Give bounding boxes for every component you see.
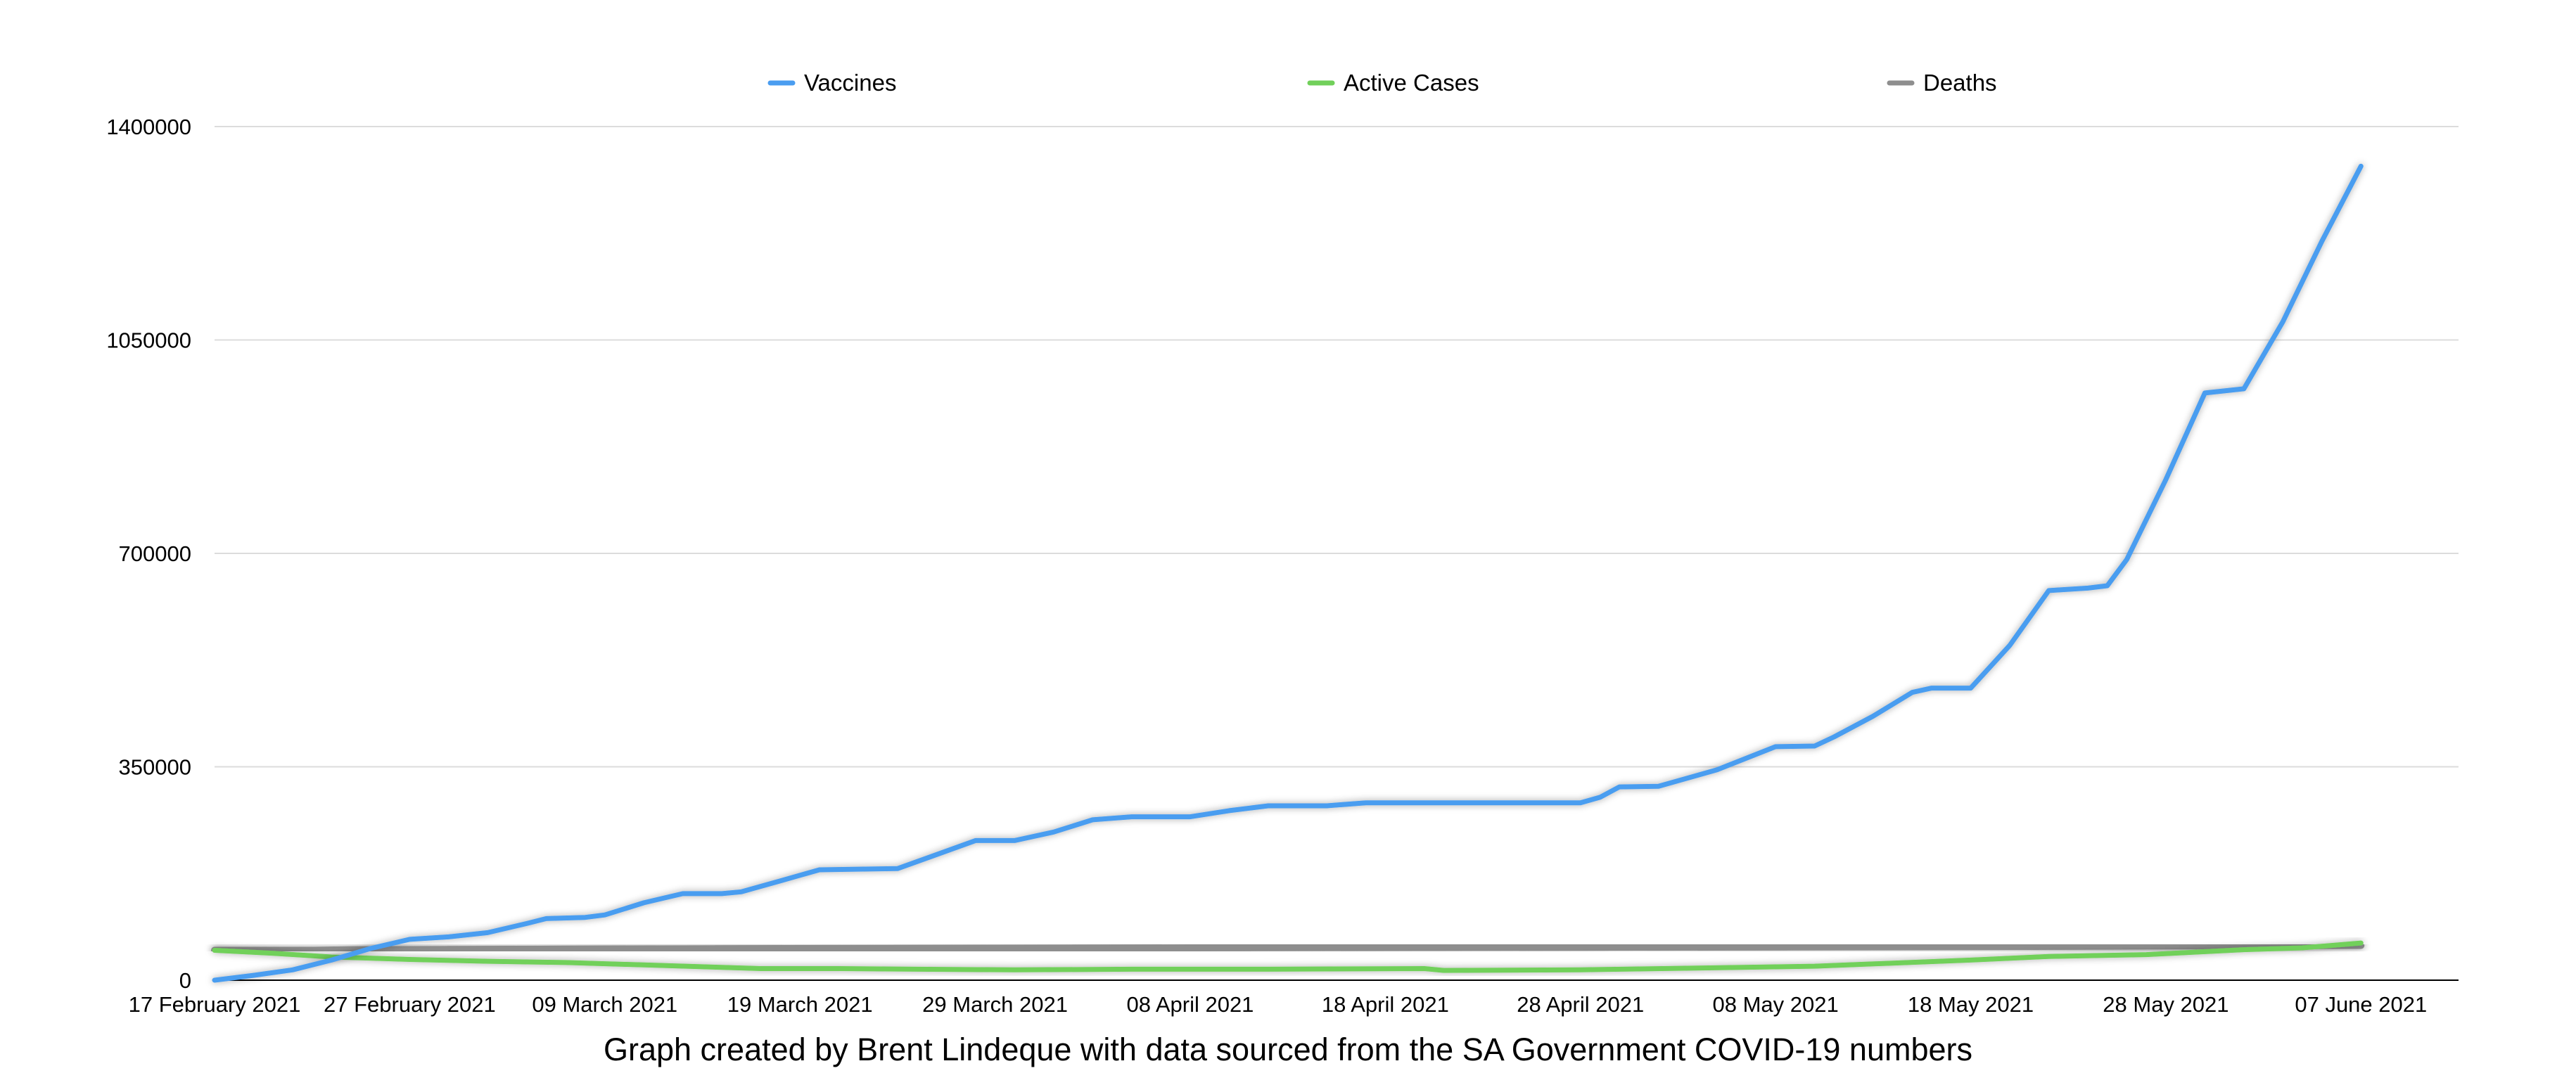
x-tick-label: 27 February 2021 [324,992,496,1017]
y-tick-label: 1400000 [106,115,191,139]
gridlines [215,126,2459,768]
x-tick-label: 08 May 2021 [1713,992,1839,1017]
legend-item: Deaths [1887,70,1997,96]
x-tick-label: 18 May 2021 [1908,992,2034,1017]
x-tick-label: 29 March 2021 [922,992,1068,1017]
y-tick-label: 350000 [119,755,191,780]
series-line-deaths [211,942,2365,954]
x-tick-label: 18 April 2021 [1322,992,1449,1017]
axes: 0 350000 700000 1050000 1400000 17 February 2… [106,115,2459,1017]
series-lines [211,163,2365,983]
x-tick-label: 19 March 2021 [727,992,873,1017]
y-tick-label: 0 [179,968,191,993]
x-tick-label: 07 June 2021 [2295,992,2427,1017]
x-tick-label: 08 April 2021 [1126,992,1254,1017]
legend-label: Active Cases [1344,70,1479,96]
series-line-vaccines [212,163,2364,983]
y-tick-label: 700000 [119,541,191,566]
x-tick-label: 09 March 2021 [532,992,677,1017]
chart-caption: Graph created by Brent Lindeque with dat… [604,1032,1972,1067]
x-tick-label: 17 February 2021 [129,992,301,1017]
legend-label: Vaccines [804,70,896,96]
legend-item: Active Cases [1307,70,1479,96]
x-tick-label: 28 April 2021 [1517,992,1644,1017]
y-tick-label: 1050000 [106,328,191,353]
legend-item: Vaccines [767,70,896,96]
legend-label: Deaths [1923,70,1997,96]
x-tick-label: 28 May 2021 [2103,992,2229,1017]
series-line-active-cases [212,940,2364,973]
legend: Vaccines Active Cases Deaths [767,70,1997,96]
